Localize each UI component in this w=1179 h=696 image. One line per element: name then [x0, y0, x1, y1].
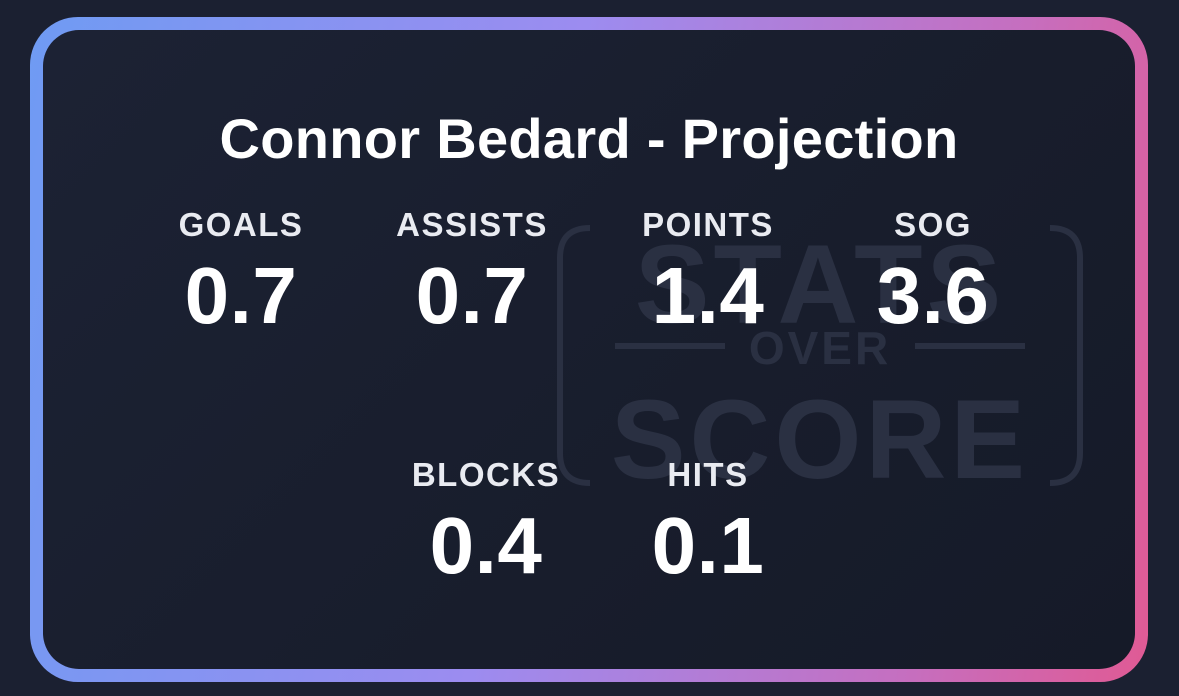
watermark-top-text: STATS — [635, 222, 1006, 347]
stat-value: 1.4 — [651, 251, 765, 340]
stat-label: BLOCKS — [411, 456, 561, 493]
stat-hits: HITS 0.1 — [608, 456, 808, 586]
projection-card: STATS OVER SCORE Connor Bedard - Project… — [43, 30, 1135, 669]
stats-over-score-watermark: STATS OVER SCORE — [557, 222, 1083, 493]
stat-label: POINTS — [642, 206, 774, 243]
stat-value: 0.7 — [415, 251, 529, 340]
stat-value: 0.1 — [651, 501, 765, 590]
stat-label: HITS — [667, 456, 749, 493]
stat-blocks: BLOCKS 0.4 — [386, 456, 586, 586]
stat-label: ASSISTS — [396, 206, 548, 243]
stat-assists: ASSISTS 0.7 — [372, 206, 572, 336]
stat-points: POINTS 1.4 — [608, 206, 808, 336]
stat-value: 0.4 — [429, 501, 543, 590]
stat-value: 0.7 — [184, 251, 298, 340]
stat-value: 3.6 — [876, 251, 990, 340]
stat-label: SOG — [894, 206, 972, 243]
watermark-middle-text: OVER — [749, 322, 891, 374]
stat-label: GOALS — [178, 206, 304, 243]
stat-sog: SOG 3.6 — [833, 206, 1033, 336]
stat-goals: GOALS 0.7 — [141, 206, 341, 336]
card-title: Connor Bedard - Projection — [219, 107, 959, 170]
watermark-bottom-text: SCORE — [611, 377, 1029, 493]
card-border: STATS OVER SCORE Connor Bedard - Project… — [30, 17, 1148, 682]
